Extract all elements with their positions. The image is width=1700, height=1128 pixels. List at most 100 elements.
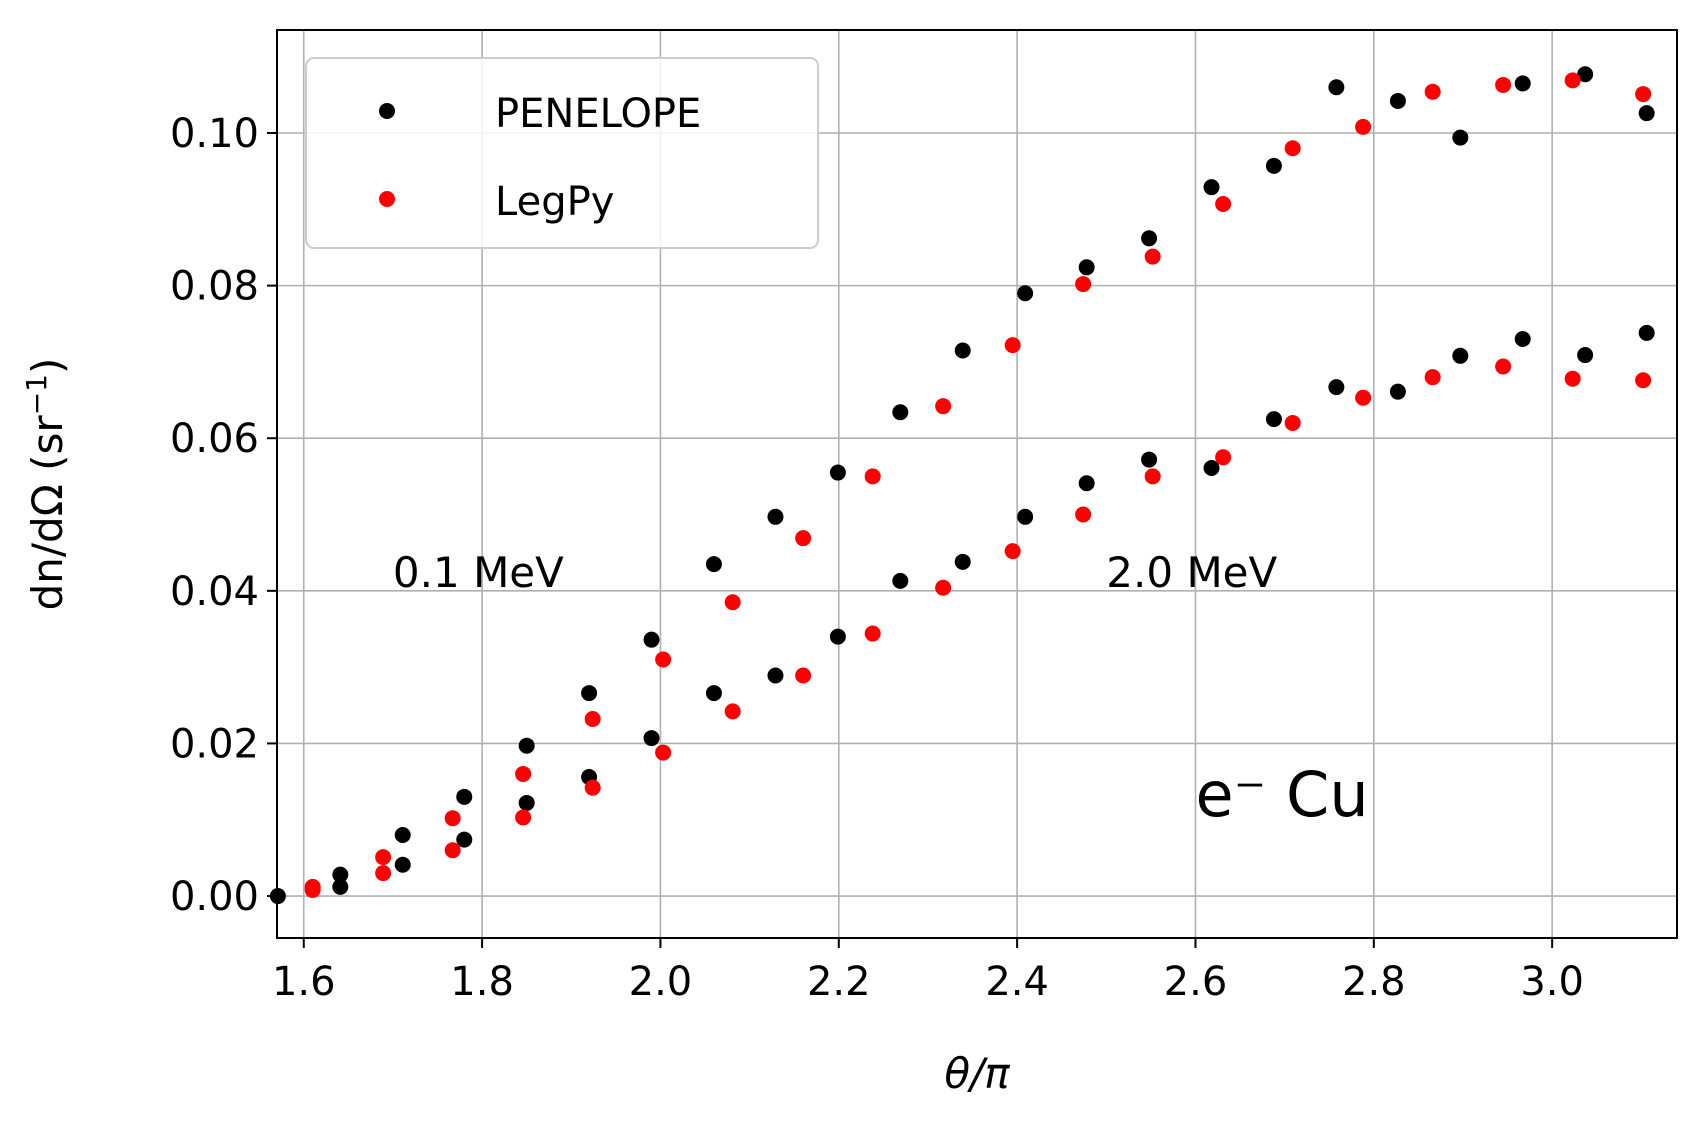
data-point-legpy [375, 865, 392, 882]
data-point-legpy [864, 468, 881, 485]
data-point-legpy [1284, 414, 1301, 431]
data-point-penelope [1389, 92, 1406, 109]
data-point-penelope [456, 831, 473, 848]
data-point-legpy [1004, 337, 1021, 354]
data-point-penelope [829, 628, 846, 645]
data-point-penelope [1017, 285, 1034, 302]
data-point-legpy [515, 765, 532, 782]
data-point-penelope [1141, 451, 1158, 468]
data-point-legpy [935, 398, 952, 415]
data-point-penelope [1265, 411, 1282, 428]
data-point-legpy [444, 810, 461, 827]
data-point-penelope [332, 878, 349, 895]
y-tick-label: 0.02 [170, 721, 259, 767]
data-point-legpy [864, 625, 881, 642]
data-point-legpy [1144, 468, 1161, 485]
data-point-legpy [1355, 118, 1372, 135]
data-point-legpy [724, 594, 741, 611]
x-tick-label: 1.6 [272, 959, 336, 1005]
series-penelope [269, 66, 1655, 905]
y-axis-label-main: dn/dΩ (sr [23, 415, 72, 611]
annotation-label: 2.0 MeV [1106, 548, 1277, 597]
data-point-penelope [954, 342, 971, 359]
data-point-legpy [1564, 72, 1581, 89]
data-point-penelope [954, 553, 971, 570]
y-tick-label: 0.08 [170, 264, 259, 310]
data-point-penelope [1203, 459, 1220, 476]
data-point-legpy [1635, 86, 1652, 103]
data-points [269, 66, 1655, 905]
data-point-penelope [767, 508, 784, 525]
data-point-legpy [1215, 449, 1232, 466]
legend-label-legpy: LegPy [495, 179, 614, 225]
data-point-legpy [935, 579, 952, 596]
annotations: 0.1 MeV 2.0 MeV e⁻ Cu [393, 548, 1369, 831]
data-point-penelope [643, 730, 660, 747]
data-point-legpy [1635, 372, 1652, 389]
data-point-penelope [1577, 66, 1594, 83]
data-point-legpy [1144, 248, 1161, 265]
data-point-penelope [1638, 105, 1655, 122]
data-point-penelope [1265, 157, 1282, 174]
data-point-legpy [1075, 506, 1092, 523]
y-tick-label: 0.10 [170, 111, 259, 157]
data-point-legpy [1215, 195, 1232, 212]
legend-marker-legpy [379, 191, 395, 207]
legend-label-penelope: PENELOPE [495, 91, 701, 137]
data-point-legpy [1004, 543, 1021, 560]
data-point-penelope [1141, 230, 1158, 247]
data-point-legpy [584, 779, 601, 796]
data-point-penelope [1514, 331, 1531, 348]
data-point-penelope [892, 572, 909, 589]
x-tick-label: 3.0 [1520, 959, 1584, 1005]
data-point-penelope [456, 788, 473, 805]
data-point-legpy [1355, 389, 1372, 406]
plot-area-frame [276, 29, 1678, 939]
x-tick-label: 2.4 [985, 959, 1049, 1005]
x-axis-label: θ/π [944, 1049, 1010, 1098]
data-point-penelope [1017, 508, 1034, 525]
x-tick-label: 2.6 [1164, 959, 1228, 1005]
data-point-penelope [1078, 475, 1095, 492]
data-point-legpy [795, 667, 812, 684]
legend-box [305, 57, 819, 249]
data-point-penelope [1203, 179, 1220, 196]
data-point-legpy [1284, 140, 1301, 157]
data-point-penelope [767, 667, 784, 684]
data-point-legpy [584, 711, 601, 728]
y-axis-label-superscript: −1 [20, 374, 53, 415]
data-point-legpy [1564, 370, 1581, 387]
data-point-legpy [655, 651, 672, 668]
data-point-penelope [1514, 75, 1531, 92]
data-point-legpy [1495, 358, 1512, 375]
data-point-legpy [1424, 369, 1441, 386]
data-point-legpy [515, 809, 532, 826]
data-point-penelope [1328, 379, 1345, 396]
data-point-legpy [795, 530, 812, 547]
data-point-penelope [829, 464, 846, 481]
axis-ticks: 1.6 1.8 2.0 2.2 2.4 2.6 2.8 3.0 0.00 0.02 0.04 0.06… [170, 111, 1584, 1005]
x-tick-label: 2.2 [807, 959, 871, 1005]
data-point-penelope [643, 631, 660, 648]
data-point-penelope [1452, 347, 1469, 364]
data-point-penelope [581, 685, 598, 702]
legend: PENELOPE LegPy [305, 57, 819, 249]
data-point-legpy [304, 881, 321, 898]
series-legpy [304, 72, 1652, 898]
data-point-penelope [1389, 383, 1406, 400]
data-point-penelope [1638, 324, 1655, 341]
y-axis-label-close: ) [23, 358, 72, 374]
y-axis-label: dn/dΩ (sr−1) [20, 358, 72, 611]
data-point-penelope [892, 404, 909, 421]
data-point-legpy [444, 842, 461, 859]
data-point-legpy [724, 703, 741, 720]
data-point-penelope [1577, 347, 1594, 364]
data-point-legpy [375, 849, 392, 866]
data-point-penelope [332, 866, 349, 883]
data-point-penelope [705, 556, 722, 573]
data-point-penelope [518, 737, 535, 754]
data-point-penelope [394, 856, 411, 873]
data-point-penelope [705, 685, 722, 702]
